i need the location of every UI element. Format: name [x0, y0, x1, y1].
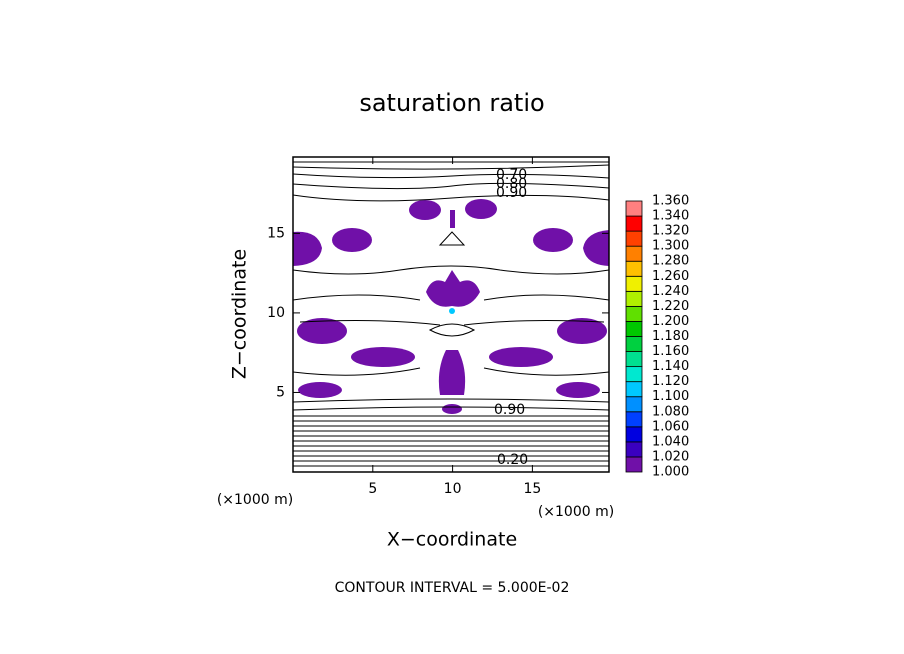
colorbar-label: 1.060 [652, 419, 689, 434]
colorbar-box [625, 321, 643, 337]
contour-label: 0.20 [497, 452, 528, 468]
colorbar-box [625, 200, 643, 217]
contour-label: 0.90 [496, 185, 527, 201]
region [438, 350, 466, 395]
colorbar-label: 1.360 [652, 194, 689, 209]
colorbar-label: 1.320 [652, 224, 689, 239]
region [351, 347, 415, 367]
contour-line [292, 398, 610, 467]
y-tick-label: 10 [267, 305, 285, 321]
colorbar-box [625, 275, 643, 292]
colorbar-label: 1.040 [652, 434, 689, 449]
contour-line [292, 265, 610, 376]
contour-field [292, 161, 610, 467]
region [332, 228, 372, 252]
colorbar-box [625, 290, 643, 307]
colorbar-box [625, 305, 643, 322]
colorbar-label: 1.260 [652, 269, 689, 284]
x-unit-label: (×1000 m) [217, 492, 293, 508]
colorbar-label: 1.100 [652, 389, 689, 404]
colorbar-box [625, 336, 643, 352]
colorbar-label: 1.200 [652, 314, 689, 329]
region [450, 210, 455, 228]
region [556, 382, 600, 398]
colorbar-box [625, 426, 643, 443]
chart-title: saturation ratio [359, 89, 544, 117]
colorbar-label: 1.140 [652, 359, 689, 374]
region [293, 231, 322, 266]
colorbar-label: 1.280 [652, 254, 689, 269]
colorbar-label: 1.160 [652, 344, 689, 359]
colorbar-box [625, 366, 643, 383]
y-axis-label: Z−coordinate [229, 249, 251, 379]
footer: CONTOUR INTERVAL = 5.000E-02 [335, 580, 570, 596]
colorbar-label: 1.120 [652, 374, 689, 389]
contour-label: 0.70 [496, 167, 527, 183]
x-tick-label: 10 [444, 481, 462, 497]
colorbar-label: 1.340 [652, 209, 689, 224]
region [426, 270, 480, 307]
colorbar-label: 1.240 [652, 284, 689, 299]
plot-frame [292, 156, 610, 473]
colorbar-box [625, 381, 643, 398]
y-tick-label: 15 [267, 225, 285, 241]
contour-line [428, 231, 476, 337]
contour-line [292, 161, 610, 202]
colorbar-box [625, 456, 643, 473]
colorbar-label: 1.020 [652, 449, 689, 464]
colorbar-box [625, 396, 643, 413]
x-unit-label: (×1000 m) [538, 504, 614, 520]
colorbar-box [625, 411, 643, 428]
colorbar-label: 1.080 [652, 404, 689, 419]
colorbar-label: 1.300 [652, 239, 689, 254]
colorbar-label: 1.000 [652, 465, 689, 480]
region [557, 318, 607, 344]
x-tick-label: 15 [523, 481, 541, 497]
colorbar-label: 1.220 [652, 299, 689, 314]
contour-label: 0.90 [494, 402, 525, 418]
region [298, 382, 342, 398]
region [409, 200, 441, 220]
region [583, 230, 609, 266]
x-axis-label: X−coordinate [387, 529, 517, 551]
colorbar-box [625, 351, 643, 368]
region [465, 199, 497, 219]
region [489, 347, 553, 367]
colorbar-box [625, 260, 643, 277]
region [533, 228, 573, 252]
colorbar-box [625, 215, 643, 232]
colorbar-box [625, 230, 643, 247]
region [442, 404, 462, 414]
colorbar-box [625, 245, 643, 262]
y-tick-label: 5 [276, 384, 285, 400]
region [297, 318, 347, 344]
colorbar-box [625, 441, 643, 458]
region [449, 308, 455, 314]
colorbar-label: 1.180 [652, 329, 689, 344]
contour-label: 0.80 [496, 176, 527, 192]
x-tick-label: 5 [368, 481, 377, 497]
